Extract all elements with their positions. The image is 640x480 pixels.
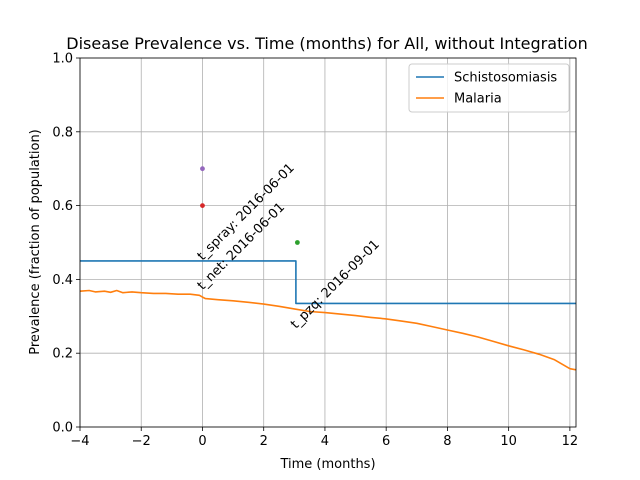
axis-ticks: −4 −2 0 2 4 6 8 10 12 0.0 0.2 0.4 0.6 0.8 1.0: [52, 52, 578, 450]
plot-frame: [79, 57, 577, 428]
y-tick-label: 1.0: [52, 52, 73, 67]
y-tick-label: 0.0: [52, 421, 73, 436]
series-line-malaria: [79, 289, 577, 371]
x-tick-label: 6: [382, 434, 390, 449]
series-line-schistosomiasis: [80, 260, 576, 305]
legend-frame: [408, 63, 570, 113]
data-point-marker: [200, 203, 205, 209]
legend-label: Malaria: [454, 92, 502, 107]
y-tick-label: 0.8: [52, 125, 73, 140]
y-axis-label: Prevalence (fraction of population): [28, 129, 43, 355]
x-tick-label: −4: [70, 434, 89, 449]
legend-label: Schistosomiasis: [454, 71, 557, 86]
x-tick-label: 8: [443, 434, 451, 449]
x-tick-label: −2: [132, 434, 151, 449]
x-tick-label: 12: [562, 434, 579, 449]
data-point-marker: [200, 166, 205, 172]
x-axis-label: Time (months): [279, 457, 375, 472]
x-tick-label: 4: [321, 434, 329, 449]
x-tick-label: 10: [500, 434, 517, 449]
chart-title: Disease Prevalence vs. Time (months) for…: [66, 34, 587, 53]
x-tick-label: 2: [260, 434, 268, 449]
data-point-marker: [294, 240, 300, 245]
y-tick-label: 0.6: [52, 199, 73, 214]
x-tick-label: 0: [198, 434, 206, 449]
y-tick-label: 0.2: [52, 347, 73, 362]
series-layer: [79, 260, 577, 371]
legend: Schistosomiasis Malaria: [408, 63, 570, 113]
marker-layer: [200, 166, 300, 245]
y-tick-label: 0.4: [52, 273, 73, 288]
